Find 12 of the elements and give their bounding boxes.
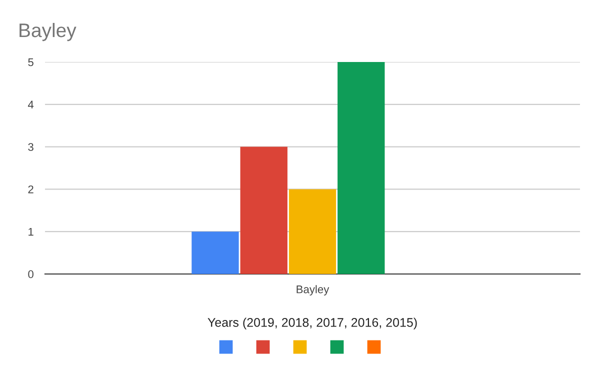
bar: [338, 62, 385, 274]
bar: [192, 232, 239, 274]
chart-title: Bayley: [20, 22, 76, 42]
y-tick-label: 5: [28, 58, 34, 66]
y-tick-label: 1: [28, 228, 34, 236]
x-axis-title: Years (2019, 2018, 2017, 2016, 2015): [208, 318, 417, 330]
y-tick-label: 0: [28, 270, 34, 278]
y-tick-label: 3: [28, 143, 34, 151]
y-tick-label: 4: [28, 100, 34, 108]
bar: [288, 189, 336, 274]
bar: [240, 146, 288, 274]
y-tick-label: 2: [28, 185, 34, 194]
